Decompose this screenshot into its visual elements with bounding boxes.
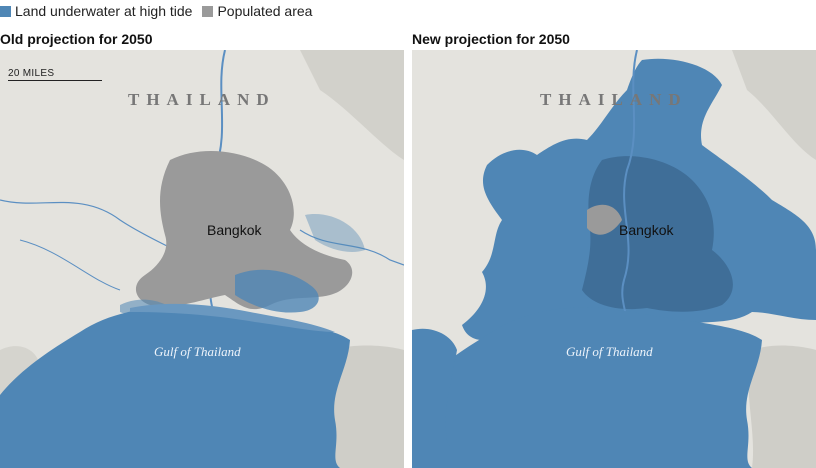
country-label-old: THAILAND: [128, 90, 276, 109]
flood-swatch-icon: [0, 5, 11, 17]
legend: Land underwater at high tide Populated a…: [0, 0, 322, 22]
old-map-graphic: [0, 50, 404, 468]
gulf-water: [0, 307, 350, 468]
city-label-old: Bangkok: [207, 222, 262, 238]
flood-patch-northeast: [305, 214, 365, 252]
flood-patch-east: [235, 269, 319, 313]
scale-bar: [8, 80, 102, 81]
scale-label: 20 MILES: [8, 68, 55, 79]
gulf-water: [412, 307, 762, 468]
populated-swatch-icon: [202, 5, 214, 17]
legend-item-flood: Land underwater at high tide: [0, 3, 192, 19]
terrain-southeast: [748, 345, 816, 468]
legend-label-flood: Land underwater at high tide: [15, 3, 193, 19]
legend-item-populated: Populated area: [202, 3, 312, 19]
river-east: [299, 229, 404, 266]
populated-remnant: [587, 204, 622, 235]
old-projection-title: Old projection for 2050: [0, 31, 153, 47]
city-label-new: Bangkok: [619, 222, 674, 238]
river-chao-phraya: [621, 50, 638, 351]
legend-label-populated: Populated area: [217, 3, 313, 19]
sea-label-new: Gulf of Thailand: [566, 344, 653, 359]
terrain-north: [300, 50, 404, 160]
terrain-southeast: [327, 345, 404, 468]
sea-label-old: Gulf of Thailand: [154, 344, 241, 359]
river-west-2: [19, 239, 121, 291]
coastal-fringe: [130, 303, 335, 332]
populated-bangkok: [135, 150, 353, 310]
old-projection-map: [0, 50, 404, 468]
terrain-north: [732, 50, 816, 160]
new-map-graphic: [412, 50, 816, 468]
new-projection-map: [412, 50, 816, 468]
flood-southwest: [412, 328, 472, 468]
new-projection-title: New projection for 2050: [412, 31, 570, 47]
country-label-new: THAILAND: [540, 90, 688, 109]
flood-populated-overlap: [582, 156, 733, 312]
